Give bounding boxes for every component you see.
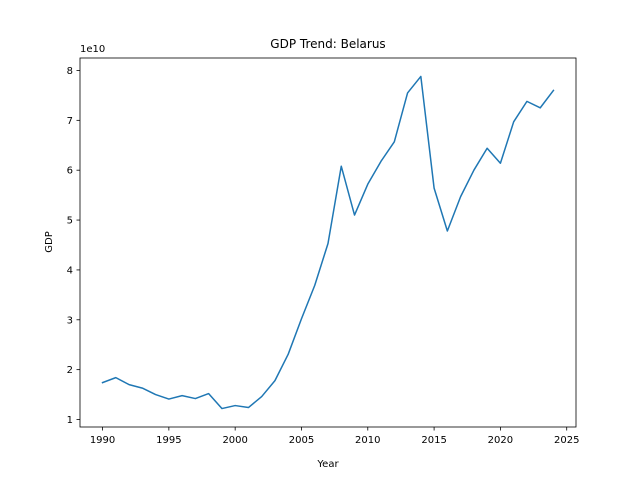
plot-frame <box>79 57 577 428</box>
x-tick-label: 1995 <box>156 435 181 446</box>
y-axis-ticks: 1 2 3 4 5 6 7 8 <box>67 66 80 426</box>
x-axis-title: Year <box>316 459 339 470</box>
gdp-series-line <box>101 75 555 410</box>
x-tick-label: 1990 <box>90 435 115 446</box>
y-axis-offset-label: 1e10 <box>80 44 105 55</box>
plot-area <box>79 57 577 428</box>
y-axis-title: GDP <box>44 231 55 252</box>
x-tick-label: 2000 <box>222 435 247 446</box>
x-tick-label: 2005 <box>289 435 314 446</box>
x-tick-label: 2010 <box>355 435 380 446</box>
x-axis-ticks: 1990 1995 2000 2005 2010 2015 2020 2025 <box>90 427 579 446</box>
y-tick-label: 4 <box>67 265 73 276</box>
x-tick-label: 2025 <box>554 435 579 446</box>
y-tick-label: 5 <box>67 216 73 227</box>
y-tick-label: 3 <box>67 315 73 326</box>
y-tick-label: 8 <box>67 66 73 77</box>
y-tick-label: 2 <box>67 365 73 376</box>
series-layer <box>101 75 555 410</box>
y-tick-label: 6 <box>67 166 73 177</box>
y-tick-label: 1 <box>67 415 73 426</box>
x-tick-label: 2020 <box>488 435 513 446</box>
y-tick-label: 7 <box>67 116 73 127</box>
x-tick-label: 2015 <box>421 435 446 446</box>
chart-title: GDP Trend: Belarus <box>270 37 385 51</box>
